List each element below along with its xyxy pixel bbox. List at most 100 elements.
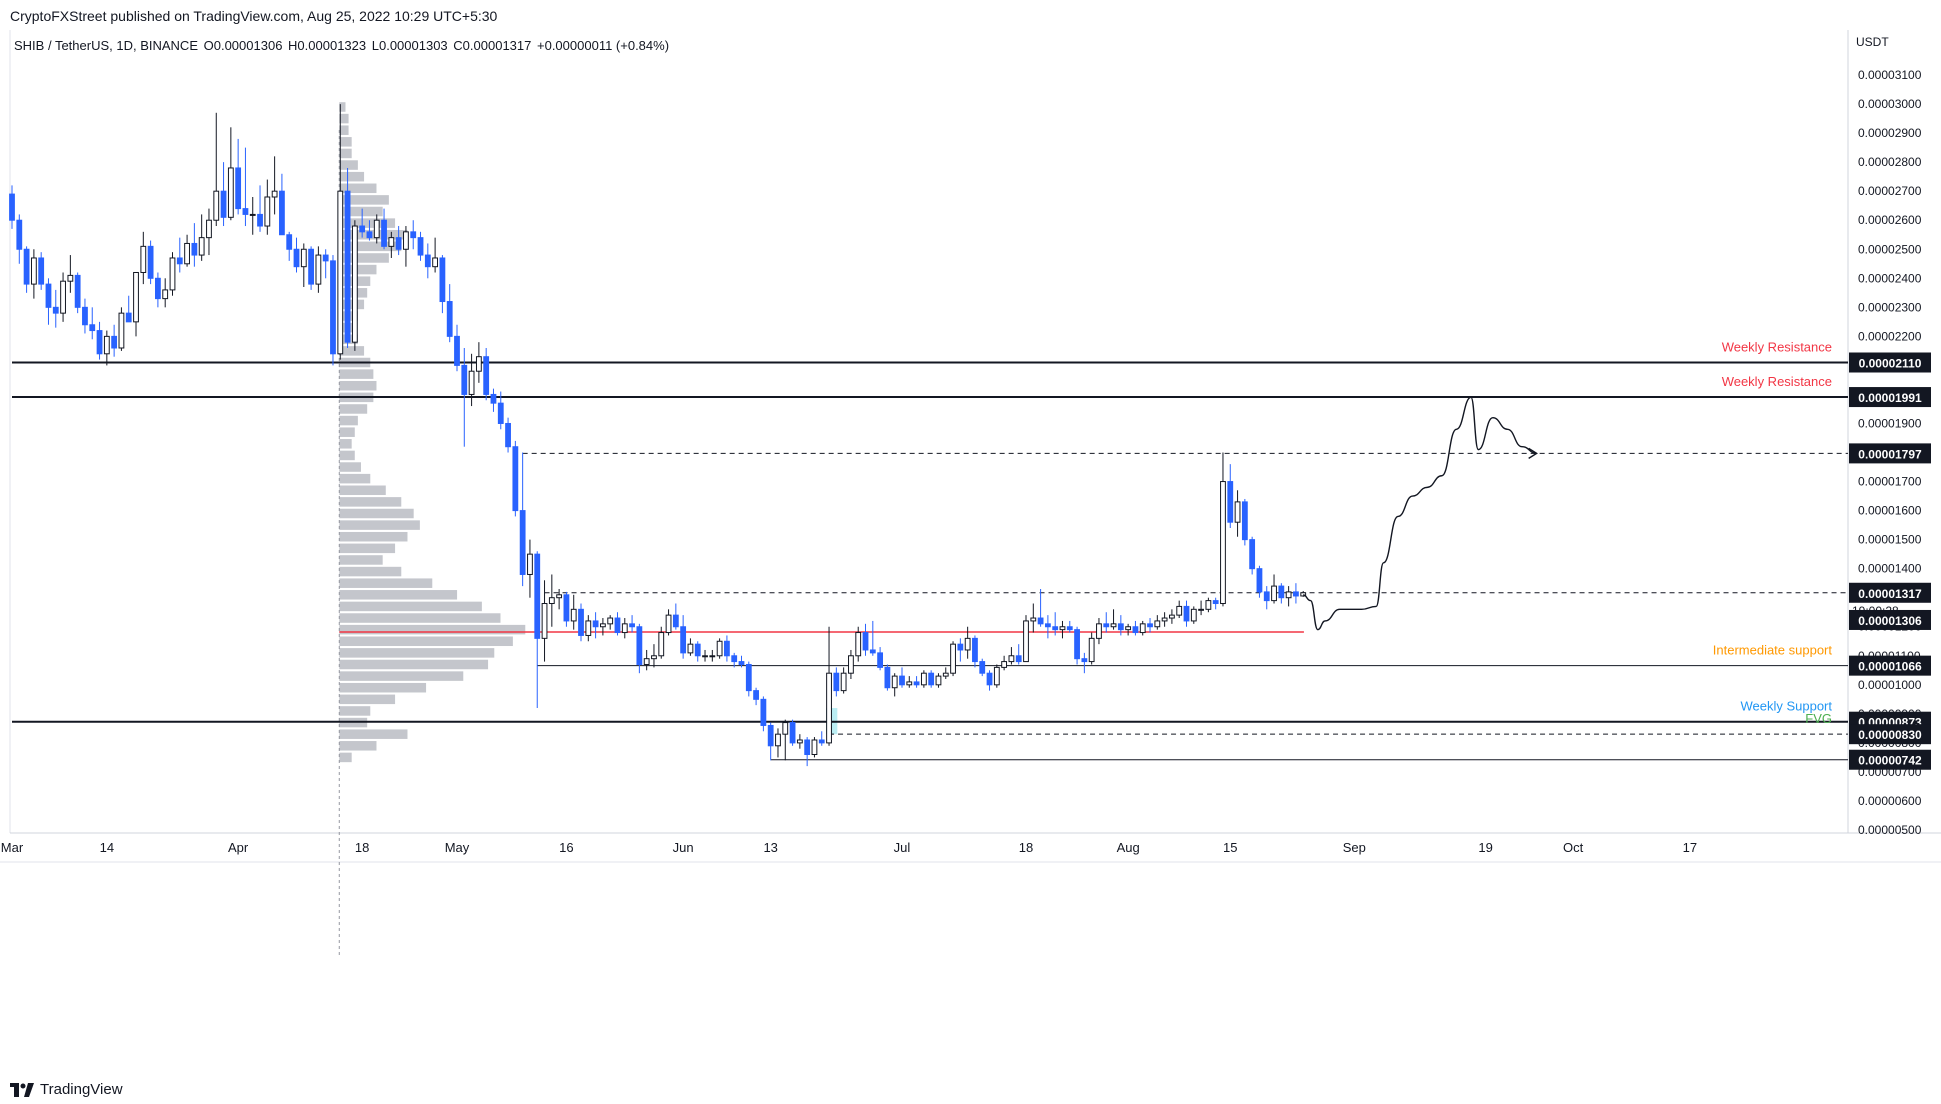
candle-up [227,167,234,218]
time-tick-label: 16 [559,840,573,855]
candle-up [1176,605,1183,616]
candle-down [45,283,52,308]
volume-profile-bar [339,264,377,275]
volume-profile-bar [339,636,513,647]
volume-profile-bar [339,682,427,693]
candle-down [9,193,15,221]
candle-up [848,655,854,674]
candle-up [920,672,927,686]
candle-up [169,257,176,291]
candle-up [687,643,694,654]
candle-up [103,335,110,355]
volume-profile-bar [339,520,420,530]
candle-up [570,608,577,622]
volume-profile-bar [339,171,365,182]
candle-up [607,617,614,625]
candle-up [388,237,395,247]
volume-profile-bar [339,229,408,240]
candle-down [279,190,285,236]
projection-arrowhead [1528,447,1538,459]
symbol-label[interactable]: SHIB / TetherUS, 1D, BINANCE [14,38,198,53]
candle-down [760,698,767,726]
time-tick-label: Mar [1,840,24,855]
candle-up [300,248,307,268]
candle-up [716,640,723,657]
volume-profile-bar [339,659,489,670]
price-tick-label: 0.00003100 [1858,68,1922,82]
volume-profile-bar [339,415,358,426]
candle-up [432,257,439,268]
candle-down [1015,655,1022,663]
price-levels: Weekly Resistance Weekly Resistance Interm… [12,340,1848,761]
volume-profile-bar [339,137,352,147]
volume-profile-bar [339,566,402,577]
candle-up [665,614,672,634]
candle-up [811,739,818,756]
candle-down [490,393,497,404]
candle-up [1205,600,1212,610]
price-tag-last-price-level [1849,582,1931,603]
candle-down [1241,501,1248,541]
candle-up [1030,617,1037,622]
candle-up [1059,626,1066,631]
candle-down [359,225,366,233]
price-tag-prev-close [1849,609,1931,630]
price-tag-text-target-level: 0.00001797 [1858,447,1922,461]
candle-up [1154,620,1161,628]
candle-down [877,652,884,668]
candle-up [60,280,66,314]
level-label-intermediate-support: Intermediate support [1713,643,1833,658]
candle-up [891,675,898,689]
close-value: C0.00001317 [453,38,532,53]
volume-profile-bar [339,160,358,170]
candle-down [986,672,993,686]
volume-profile-bar [339,427,355,437]
price-tick-label: 0.00002400 [1858,271,1922,285]
time-tick-label: 18 [355,840,369,855]
candle-down [1132,626,1139,634]
price-tag-text-intermediate-support: 0.00001066 [1858,660,1922,674]
candle-up [548,597,555,605]
candle-down [82,306,88,326]
candle-up [30,257,37,285]
candle-series [9,104,1307,767]
candle-up [651,655,657,660]
candle-up [556,594,563,599]
tradingview-brand: TradingView [40,1081,123,1098]
candle-up [337,190,344,355]
volume-profile-bar [339,195,389,205]
candle-down [410,231,417,239]
candle-down [884,666,891,689]
candle-up [264,196,271,227]
candle-up [585,620,592,636]
candle-up [541,603,548,639]
candle-up [855,632,862,657]
candle-down [672,614,679,628]
price-tick-label: 0.00001900 [1858,416,1922,430]
volume-profile-bar [339,473,371,484]
candle-down [1074,629,1080,660]
volume-profile-bar [339,380,377,391]
candle-down [1103,623,1110,628]
candle-up [198,237,205,256]
candle-down [767,724,774,747]
candle-down [191,242,198,256]
candle-down [1147,623,1153,628]
candle-up [527,553,533,575]
candle-down [257,213,263,227]
candle-down [636,626,643,665]
price-tag-weekly-resistance-lower [1849,387,1931,408]
candle-up [249,213,256,216]
candle-down [505,422,511,448]
candle-down [1263,591,1270,602]
candle-down [96,330,103,355]
candle-up [1234,501,1241,523]
candle-up [468,370,475,395]
volume-profile-bar [339,543,396,554]
volume-profile-bar [339,346,365,356]
candle-down [1081,658,1088,663]
price-tick-label: 0.00003000 [1858,97,1922,111]
tradingview-logo[interactable]: TradingView [10,1081,123,1098]
candle-up [133,271,139,323]
